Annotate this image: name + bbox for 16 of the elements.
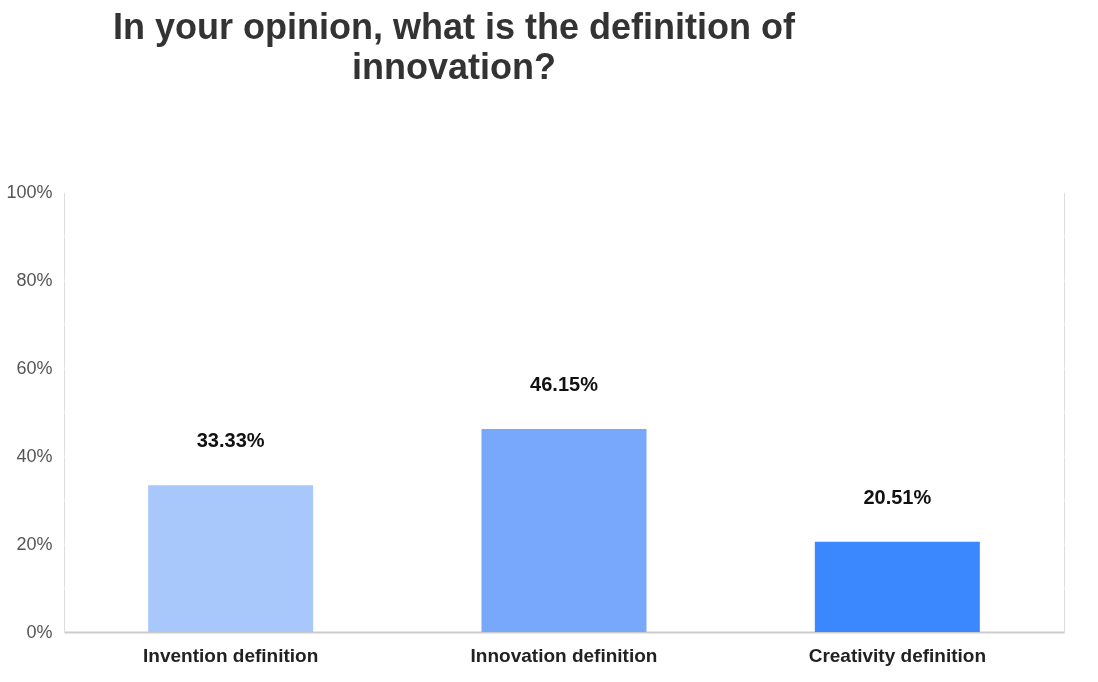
- y-tick-label: 60%: [16, 357, 53, 378]
- data-label: 33.33%: [196, 429, 265, 452]
- bar: [481, 428, 647, 632]
- x-tick-label: Innovation definition: [470, 644, 658, 666]
- data-label: 20.51%: [863, 485, 932, 508]
- y-tick-label: 0%: [26, 621, 53, 642]
- x-tick-label: Invention definition: [143, 644, 319, 666]
- bar: [148, 485, 314, 632]
- data-label: 46.15%: [530, 372, 599, 395]
- y-tick-label: 40%: [16, 445, 53, 466]
- bar: [814, 541, 980, 632]
- y-tick-label: 100%: [6, 181, 53, 202]
- x-tick-label: Creativity definition: [808, 644, 987, 666]
- chart-title: In your opinion, what is the definition of innovation?: [113, 6, 796, 87]
- y-tick-label: 20%: [16, 533, 53, 554]
- y-tick-label: 80%: [16, 269, 53, 290]
